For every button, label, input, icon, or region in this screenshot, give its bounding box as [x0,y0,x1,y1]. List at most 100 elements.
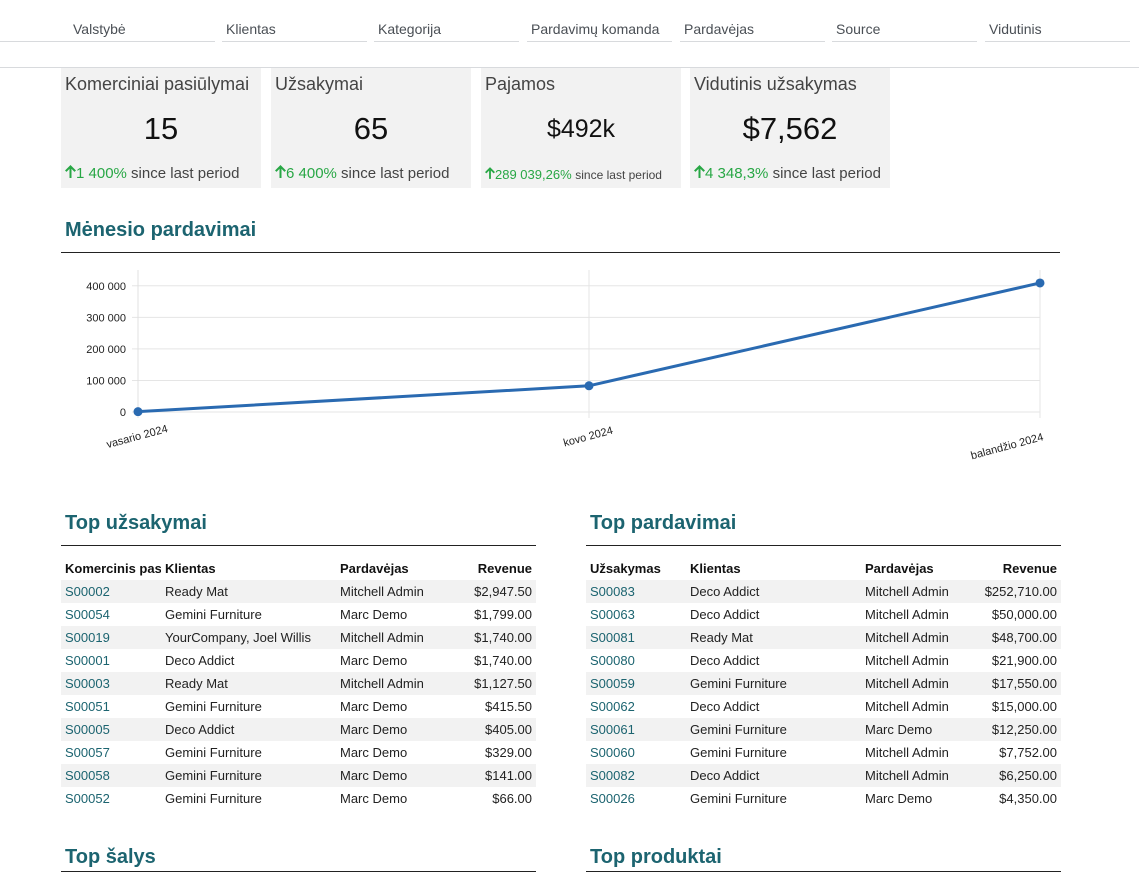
kpi-card-orders[interactable]: Užsakymai 65 6 400% since last period [271,68,471,188]
order-reference-link[interactable]: S00063 [590,607,635,622]
filter-source[interactable]: Source [832,0,977,42]
table-row[interactable]: S00082 Deco Addict Mitchell Admin $6,250.00 [586,764,1061,787]
order-reference-link[interactable]: S00002 [61,580,161,603]
column-header[interactable]: Užsakymas [590,561,661,576]
table-row[interactable]: S00060 Gemini Furniture Mitchell Admin $7,7… [586,741,1061,764]
filter-kategorija[interactable]: Kategorija [374,0,519,42]
filter-klientas[interactable]: Klientas [222,0,367,42]
filter-bar: Valstybė Klientas Kategorija Pardavimų k… [0,0,1139,68]
customer-cell: Deco Addict [690,699,760,714]
table-row[interactable]: S00081 Ready Mat Mitchell Admin $48,700.00 [586,626,1061,649]
salesperson-cell: Mitchell Admin [861,672,971,695]
order-reference-link[interactable]: S00001 [65,653,110,668]
table-row[interactable]: S00080 Deco Addict Mitchell Admin $21,900.0… [586,649,1061,672]
order-reference-link[interactable]: S00080 [590,653,635,668]
column-header[interactable]: Klientas [165,561,216,576]
order-reference-link[interactable]: S00062 [590,699,635,714]
x-tick-label: balandžio 2024 [970,431,1045,462]
customer-cell: Gemini Furniture [165,607,262,622]
salesperson-cell: Mitchell Admin [865,745,949,760]
order-reference-link[interactable]: S00059 [586,672,686,695]
order-reference-link[interactable]: S00060 [590,745,635,760]
arrow-up-icon [65,165,76,182]
revenue-cell: $141.00 [456,764,536,787]
order-reference-link[interactable]: S00054 [65,607,110,622]
kpi-delta-value: 289 039,26% [495,167,572,182]
order-reference-link[interactable]: S00057 [65,745,110,760]
table-row[interactable]: S00002 Ready Mat Mitchell Admin $2,947.50 [61,580,536,603]
customer-cell: Gemini Furniture [161,764,336,787]
revenue-cell: $415.50 [485,699,532,714]
order-reference-link[interactable]: S00082 [586,764,686,787]
order-reference-link[interactable]: S00058 [61,764,161,787]
customer-cell: Deco Addict [686,764,861,787]
revenue-cell: $1,740.00 [474,653,532,668]
column-header[interactable]: Revenue [477,561,532,576]
data-point [584,381,594,391]
table-row[interactable]: S00026 Gemini Furniture Marc Demo $4,350.00 [586,787,1061,810]
salesperson-cell: Mitchell Admin [336,580,456,603]
section-title-top-sales: Top pardavimai [586,511,1061,546]
y-tick-label: 300 000 [86,312,126,324]
customer-cell: Gemini Furniture [690,745,787,760]
column-header[interactable]: Pardavėjas [340,561,409,576]
arrow-up-icon [485,167,495,182]
kpi-value: $492k [546,115,616,143]
customer-cell: Deco Addict [690,607,760,622]
table-row[interactable]: S00058 Gemini Furniture Marc Demo $141.00 [61,764,536,787]
filter-pardavejas[interactable]: Pardavėjas [680,0,825,42]
table-row[interactable]: S00062 Deco Addict Mitchell Admin $15,000.0… [586,695,1061,718]
table-row[interactable]: S00054 Gemini Furniture Marc Demo $1,799.00 [61,603,536,626]
y-tick-label: 0 [120,407,126,419]
y-tick-label: 200 000 [86,344,126,356]
customer-cell: Ready Mat [161,672,336,695]
top-quotes-table: Komercinis pas Klientas Pardavėjas Reven… [61,557,536,810]
column-header[interactable]: Klientas [690,561,741,576]
order-reference-link[interactable]: S00019 [61,626,161,649]
salesperson-cell: Marc Demo [340,699,408,714]
table-row[interactable]: S00057 Gemini Furniture Marc Demo $329.00 [61,741,536,764]
table-row[interactable]: S00083 Deco Addict Mitchell Admin $252,710.… [586,580,1061,603]
order-reference-link[interactable]: S00061 [586,718,686,741]
salesperson-cell: Mitchell Admin [336,626,456,649]
kpi-card-revenue[interactable]: Pajamos $492k 289 039,26% since last per… [481,68,681,188]
order-reference-link[interactable]: S00081 [586,626,686,649]
section-title-monthly: Mėnesio pardavimai [61,218,1060,253]
revenue-cell: $66.00 [492,791,532,806]
order-reference-link[interactable]: S00026 [590,791,635,806]
table-row[interactable]: S00061 Gemini Furniture Marc Demo $12,250.0… [586,718,1061,741]
filter-label: Pardavėjas [684,21,755,37]
filter-valstybe[interactable]: Valstybė [0,0,215,42]
table-row[interactable]: S00052 Gemini Furniture Marc Demo $66.00 [61,787,536,810]
customer-cell: Gemini Furniture [165,791,262,806]
revenue-cell: $7,752.00 [999,745,1057,760]
kpi-since-label: since last period [575,168,662,182]
table-row[interactable]: S00003 Ready Mat Mitchell Admin $1,127.50 [61,672,536,695]
filter-vidutinis[interactable]: Vidutinis [985,0,1130,42]
kpi-value: $7,562 [742,111,838,146]
column-header[interactable]: Komercinis pas [65,561,161,576]
kpi-card-average-order[interactable]: Vidutinis užsakymas $7,562 4 348,3% sinc… [690,68,890,188]
table-row[interactable]: S00051 Gemini Furniture Marc Demo $415.50 [61,695,536,718]
table-row[interactable]: S00005 Deco Addict Marc Demo $405.00 [61,718,536,741]
x-tick-label: kovo 2024 [562,425,614,450]
kpi-card-quotes[interactable]: Komerciniai pasiūlymai 15 1 400% since l… [61,68,261,188]
order-reference-link[interactable]: S00052 [65,791,110,806]
order-reference-link[interactable]: S00005 [61,718,161,741]
order-reference-link[interactable]: S00083 [586,580,686,603]
column-header[interactable]: Pardavėjas [865,561,934,576]
order-reference-link[interactable]: S00051 [65,699,110,714]
filter-label: Pardavimų komanda [531,21,660,37]
column-header[interactable]: Revenue [1002,561,1057,576]
salesperson-cell: Marc Demo [340,745,408,760]
table-row[interactable]: S00059 Gemini Furniture Mitchell Admin $17,… [586,672,1061,695]
filter-pardavimu-komanda[interactable]: Pardavimų komanda [527,0,672,42]
table-row[interactable]: S00063 Deco Addict Mitchell Admin $50,000.0… [586,603,1061,626]
order-reference-link[interactable]: S00003 [61,672,161,695]
table-row[interactable]: S00001 Deco Addict Marc Demo $1,740.00 [61,649,536,672]
kpi-since-label: since last period [341,165,450,182]
data-point [133,407,143,417]
revenue-cell: $21,900.00 [991,653,1057,668]
table-row[interactable]: S00019 YourCompany, Joel Willis Mitchell A… [61,626,536,649]
salesperson-cell: Marc Demo [861,718,971,741]
